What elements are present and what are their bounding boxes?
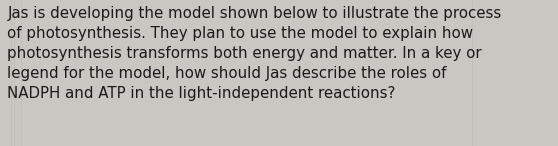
Text: Jas is developing the model shown below to illustrate the process
of photosynthe: Jas is developing the model shown below … [7, 6, 502, 101]
